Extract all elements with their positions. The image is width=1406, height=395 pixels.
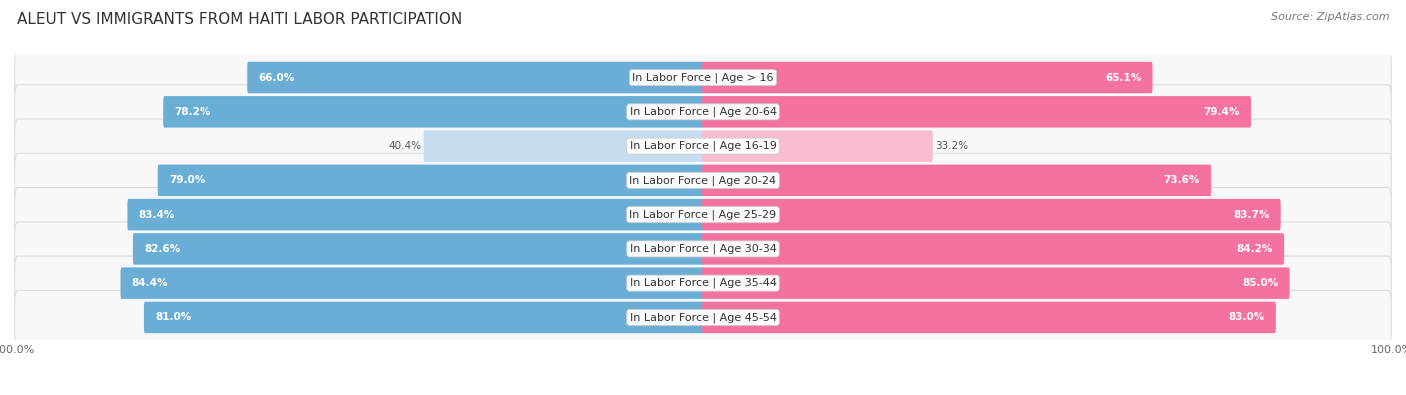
Text: 79.4%: 79.4%: [1204, 107, 1240, 117]
Text: In Labor Force | Age 35-44: In Labor Force | Age 35-44: [630, 278, 776, 288]
FancyBboxPatch shape: [702, 96, 1251, 128]
Legend: Aleut, Immigrants from Haiti: Aleut, Immigrants from Haiti: [592, 391, 814, 395]
FancyBboxPatch shape: [14, 256, 1392, 310]
Text: 40.4%: 40.4%: [388, 141, 422, 151]
FancyBboxPatch shape: [702, 165, 1211, 196]
FancyBboxPatch shape: [128, 199, 704, 230]
Text: 83.0%: 83.0%: [1229, 312, 1264, 322]
FancyBboxPatch shape: [121, 267, 704, 299]
FancyBboxPatch shape: [702, 199, 1281, 230]
Text: 79.0%: 79.0%: [169, 175, 205, 185]
FancyBboxPatch shape: [14, 85, 1392, 139]
Text: 84.4%: 84.4%: [132, 278, 169, 288]
FancyBboxPatch shape: [423, 130, 704, 162]
Text: 73.6%: 73.6%: [1163, 175, 1199, 185]
FancyBboxPatch shape: [14, 119, 1392, 173]
Text: In Labor Force | Age 20-64: In Labor Force | Age 20-64: [630, 107, 776, 117]
FancyBboxPatch shape: [143, 302, 704, 333]
Text: 83.4%: 83.4%: [139, 210, 176, 220]
Text: In Labor Force | Age 45-54: In Labor Force | Age 45-54: [630, 312, 776, 323]
FancyBboxPatch shape: [157, 165, 704, 196]
Text: ALEUT VS IMMIGRANTS FROM HAITI LABOR PARTICIPATION: ALEUT VS IMMIGRANTS FROM HAITI LABOR PAR…: [17, 12, 463, 27]
Text: In Labor Force | Age > 16: In Labor Force | Age > 16: [633, 72, 773, 83]
Text: 85.0%: 85.0%: [1241, 278, 1278, 288]
Text: In Labor Force | Age 16-19: In Labor Force | Age 16-19: [630, 141, 776, 151]
FancyBboxPatch shape: [247, 62, 704, 93]
FancyBboxPatch shape: [14, 222, 1392, 276]
FancyBboxPatch shape: [702, 62, 1153, 93]
Text: 81.0%: 81.0%: [155, 312, 191, 322]
Text: 78.2%: 78.2%: [174, 107, 211, 117]
FancyBboxPatch shape: [134, 233, 704, 265]
Text: In Labor Force | Age 25-29: In Labor Force | Age 25-29: [630, 209, 776, 220]
Text: In Labor Force | Age 20-24: In Labor Force | Age 20-24: [630, 175, 776, 186]
FancyBboxPatch shape: [702, 302, 1275, 333]
FancyBboxPatch shape: [702, 130, 932, 162]
Text: 82.6%: 82.6%: [145, 244, 180, 254]
Text: In Labor Force | Age 30-34: In Labor Force | Age 30-34: [630, 244, 776, 254]
Text: 33.2%: 33.2%: [935, 141, 969, 151]
Text: Source: ZipAtlas.com: Source: ZipAtlas.com: [1271, 12, 1389, 22]
FancyBboxPatch shape: [14, 153, 1392, 207]
FancyBboxPatch shape: [702, 267, 1289, 299]
Text: 84.2%: 84.2%: [1236, 244, 1272, 254]
Text: 83.7%: 83.7%: [1233, 210, 1270, 220]
FancyBboxPatch shape: [163, 96, 704, 128]
Text: 65.1%: 65.1%: [1105, 73, 1142, 83]
FancyBboxPatch shape: [702, 233, 1284, 265]
FancyBboxPatch shape: [14, 51, 1392, 105]
FancyBboxPatch shape: [14, 290, 1392, 344]
FancyBboxPatch shape: [14, 188, 1392, 242]
Text: 66.0%: 66.0%: [259, 73, 295, 83]
